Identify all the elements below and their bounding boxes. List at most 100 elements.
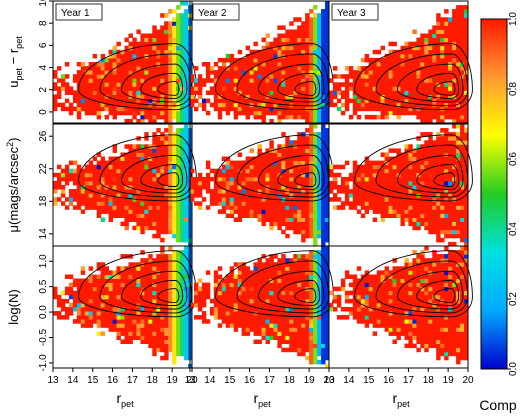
heat-cell [325,229,330,235]
heat-cell [53,82,58,87]
heat-cell [104,62,109,67]
heat-cell [180,331,185,336]
heat-cell [160,94,165,99]
heat-cell [321,164,326,170]
heat-cell [289,258,294,263]
heat-cell [265,286,270,292]
heat-cell [172,21,177,26]
heat-cell [432,98,437,104]
heat-cell [444,225,449,231]
heat-cell [60,106,66,112]
heat-cell [96,262,102,267]
heat-cell [217,70,223,75]
heat-cell [289,347,294,353]
heat-cell [160,53,165,59]
heat-cell [428,82,433,87]
heat-cell [132,311,137,316]
heat-cell [164,128,169,133]
heat-cell [184,213,189,218]
heat-cell [64,315,70,320]
heat-cell [245,290,250,296]
heat-cell [249,176,254,182]
heat-cell [448,217,453,222]
heat-cell [237,282,243,288]
heat-cell [184,13,189,18]
heat-cell [364,193,370,198]
heat-cell [293,29,298,34]
heat-cell [317,205,322,210]
heat-cell [416,156,421,161]
heat-cell [172,164,177,170]
heat-cell [176,319,181,324]
heat-cell [448,74,453,79]
heat-cell [96,98,102,104]
heat-cell [112,172,117,178]
heat-cell [92,278,98,283]
heat-cell [297,17,302,22]
heat-cell [321,9,326,14]
heat-cell [388,172,393,178]
heat-cell [168,98,173,104]
heat-cell [388,197,393,202]
heat-cell [301,176,306,182]
heat-cell [348,82,354,87]
heat-cell [440,189,445,194]
heat-cell [152,221,157,227]
heat-cell [325,49,330,55]
heat-cell [156,197,161,202]
heat-cell [293,302,298,308]
heat-cell [229,311,235,316]
heat-cell [265,189,270,194]
heat-cell [297,45,302,51]
heat-cell [116,185,121,190]
heat-cell [221,294,227,300]
heat-cell [333,176,338,182]
heat-cell [261,70,266,75]
heat-cell [364,189,370,194]
heat-cell [388,90,393,95]
heat-cell [225,307,231,312]
heat-cell [297,282,302,288]
heat-cell [96,290,102,296]
heat-cell [156,180,161,186]
heat-cell [285,233,290,239]
heat-cell [305,13,310,18]
heat-cell [237,274,243,279]
heat-cell [364,201,370,206]
heat-cell [380,176,385,182]
heat-cell [217,98,223,104]
heat-cell [168,37,173,43]
heat-cell [257,197,262,202]
heat-cell [148,205,153,210]
heat-cell [388,156,393,161]
heat-cell [194,294,199,300]
heat-cell [289,66,294,71]
heat-cell [464,25,469,30]
heat-cell [293,45,298,51]
contour-line [416,72,460,99]
heat-cell [440,172,445,178]
heat-cell [305,217,310,222]
heat-cell [277,217,282,222]
heat-cell [293,152,298,157]
heat-cell [64,286,70,292]
heat-cell [261,82,266,87]
heat-cell [408,144,413,149]
heat-cell [100,286,106,292]
heat-cell [261,90,266,95]
heat-cell [88,319,94,324]
heat-cell [444,144,449,149]
heat-cell [360,82,366,87]
heat-cell [364,78,370,83]
heat-cell [213,102,219,108]
heat-cell [217,201,223,206]
heat-cell [460,209,465,214]
heat-cell [325,29,330,34]
heat-cell [180,221,185,227]
heat-cell [180,21,185,26]
heat-cell [160,250,165,255]
heat-cell [237,209,243,214]
heat-cell [360,78,366,83]
heat-cell [305,102,310,108]
heat-cell [400,110,405,116]
